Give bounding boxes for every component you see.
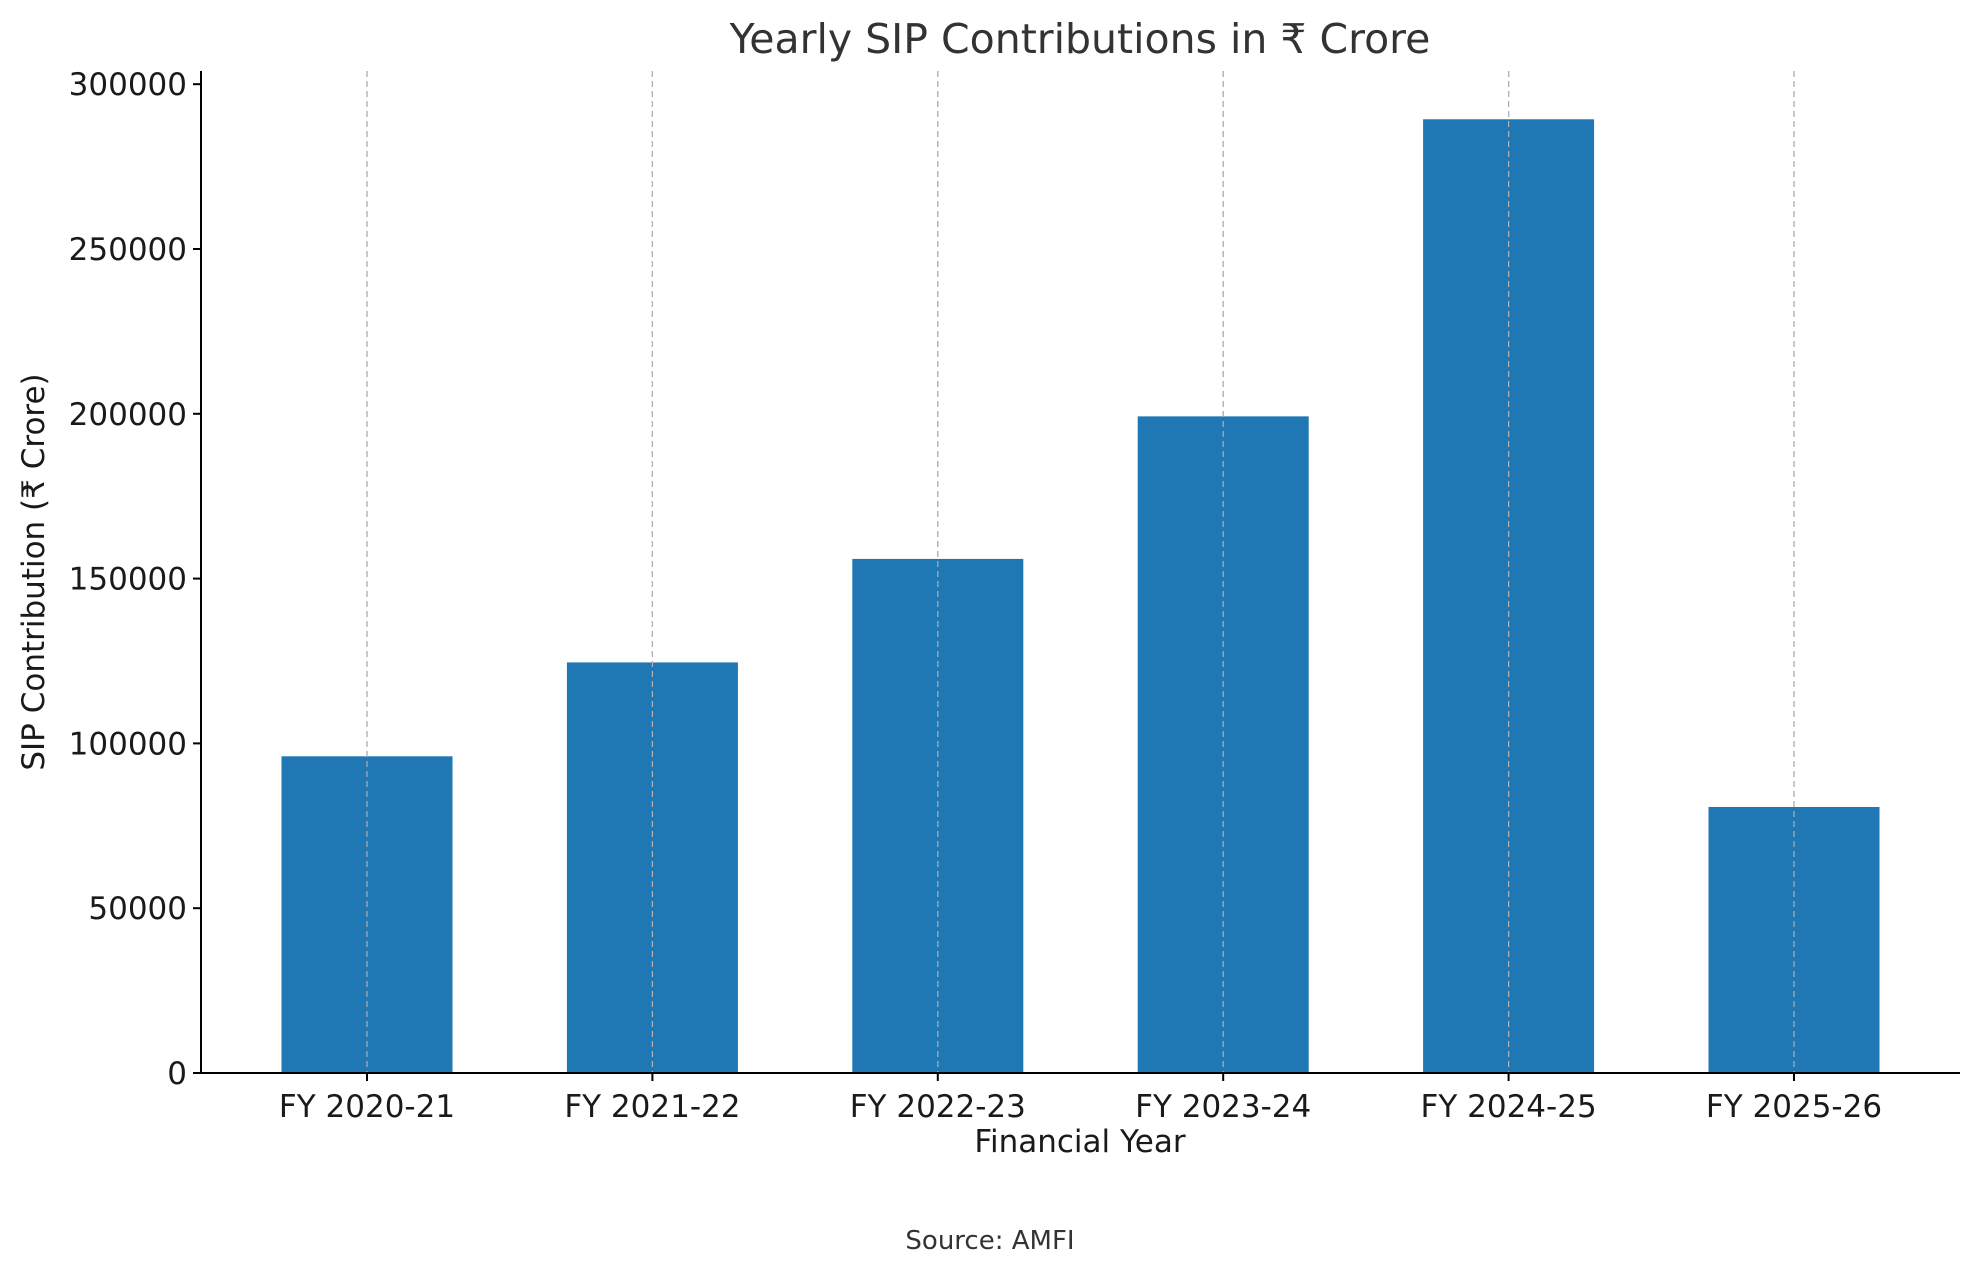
- y-tick-label: 100000: [69, 726, 187, 762]
- x-axis-ticks: FY 2020-21 FY 2021-22 FY 2022-23 FY 2023-24…: [279, 1073, 1882, 1125]
- chart-title: Yearly SIP Contributions in ₹ Crore: [729, 15, 1431, 63]
- x-tick-label: FY 2021-22: [564, 1089, 740, 1125]
- x-tick-label: FY 2022-23: [850, 1089, 1026, 1125]
- source-note: Source: AMFI: [905, 1226, 1074, 1256]
- y-tick-label: 300000: [69, 67, 187, 103]
- y-tick-label: 150000: [69, 562, 187, 598]
- y-axis-ticks: 0 50000 100000 150000 200000 250000 300000: [69, 67, 201, 1092]
- x-tick-label: FY 2025-26: [1706, 1089, 1882, 1125]
- x-tick-label: FY 2024-25: [1421, 1089, 1597, 1125]
- grid-overlay: [366, 71, 1795, 1073]
- x-tick-label: FY 2020-21: [279, 1089, 455, 1125]
- y-tick-label: 50000: [88, 891, 187, 927]
- x-axis-label: Financial Year: [974, 1124, 1185, 1160]
- x-tick-label: FY 2023-24: [1135, 1089, 1311, 1125]
- y-axis-label: SIP Contribution (₹ Crore): [16, 373, 52, 770]
- y-tick-label: 0: [167, 1056, 187, 1092]
- bars-layer: [281, 119, 1880, 1074]
- y-tick-label: 200000: [69, 397, 187, 433]
- y-tick-label: 250000: [69, 232, 187, 268]
